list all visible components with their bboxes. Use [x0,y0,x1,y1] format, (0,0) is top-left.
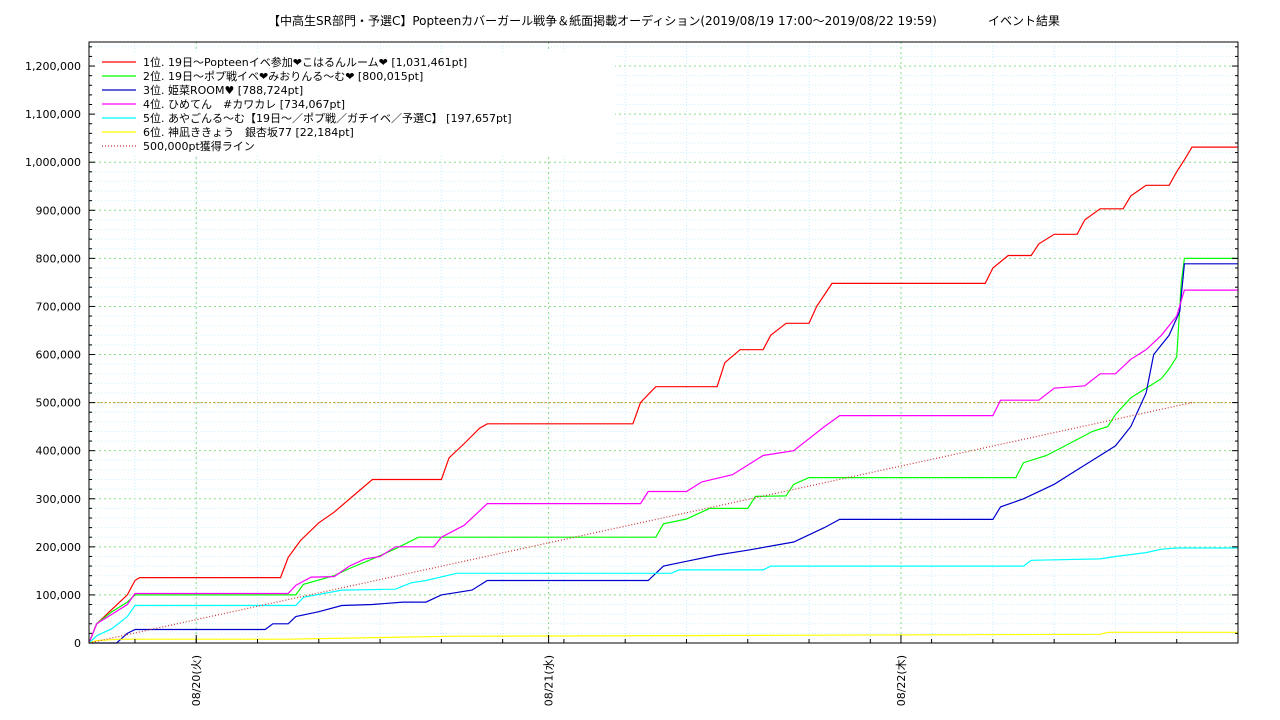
series-line-4 [88,289,1238,644]
series-line-1 [88,146,1238,644]
plot-frame [88,41,1239,644]
series-line-5 [88,547,1238,644]
legend: 1位. 19日～Popteenイベ参加❤こはるんルーム❤ [1,031,461p… [95,52,615,156]
legend-label-1: 1位. 19日～Popteenイベ参加❤こはるんルーム❤ [1,031,461p… [143,55,467,69]
x-axis: 08/20(火) 08/21(水) 08/22(木) [134,635,1178,706]
y-tick-label: 1,200,000 [25,60,81,73]
chart-title: 【中高生SR部門・予選C】Popteenカバーガール戦争＆紙面掲載オーディション… [268,13,937,28]
y-tick-label: 300,000 [36,493,82,506]
x-tick-label: 08/20(火) [190,655,203,706]
y-tick-label: 900,000 [36,204,82,217]
y-tick-label: 1,000,000 [25,156,81,169]
series-line-3 [89,263,1238,644]
legend-label-5: 5位. あやごんる～む【19日～／ポプ戦／ガチイベ／予選C】 [197,657p… [143,111,512,125]
y-tick-label: 200,000 [36,541,82,554]
y-axis: 0 100,000 200,000 300,000 400,000 500,000 600,… [25,46,1238,650]
legend-label-3: 3位. 姫菜ROOM♥ [788,724pt] [143,83,303,97]
series-line-7 [88,402,1193,644]
x-tick-label: 08/22(木) [895,655,908,706]
y-tick-label: 400,000 [36,445,82,458]
legend-label-6: 6位. 神凪ききょう 銀杏坂77 [22,184pt] [143,125,354,139]
x-tick-label: 08/21(水) [543,655,556,706]
legend-label-2: 2位. 19日～ポプ戦イベ❤みおりんる～む❤ [800,015pt] [143,69,423,83]
series-line-2 [88,257,1238,644]
y-tick-label: 0 [74,637,81,650]
y-tick-label: 1,100,000 [25,108,81,121]
y-tick-label: 100,000 [36,589,82,602]
y-tick-label: 700,000 [36,300,82,313]
legend-label-4: 4位. ひめてん #カワカレ [734,067pt] [143,97,345,111]
chart-subtitle: イベント結果 [988,14,1060,28]
y-tick-label: 500,000 [36,397,82,410]
legend-label-7: 500,000pt獲得ライン [143,140,255,153]
y-tick-label: 800,000 [36,252,82,265]
legend-box [95,52,615,156]
y-tick-label: 600,000 [36,349,82,362]
series-line-6 [88,631,1238,644]
series-group [88,146,1238,644]
